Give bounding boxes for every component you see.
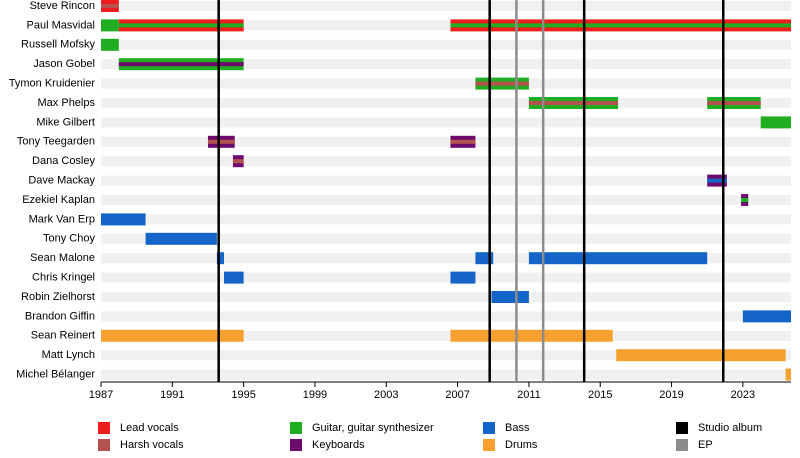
x-tick-label: 1995 bbox=[231, 389, 255, 401]
member-bar-stripe bbox=[118, 23, 244, 28]
member-bar bbox=[101, 38, 119, 51]
x-tick-label: 1991 bbox=[160, 389, 184, 401]
x-tick-label: 1987 bbox=[89, 389, 113, 401]
x-tick-label: 2003 bbox=[374, 389, 398, 401]
member-bar bbox=[145, 232, 217, 245]
x-tick-label: 2015 bbox=[588, 389, 612, 401]
member-bar bbox=[101, 213, 146, 226]
legend-label: Drums bbox=[505, 439, 538, 451]
member-label: Jason Gobel bbox=[33, 58, 95, 70]
member-bar-stripe bbox=[707, 178, 727, 183]
x-tick-label: 2011 bbox=[517, 389, 541, 401]
member-bar bbox=[528, 252, 708, 265]
member-bar bbox=[450, 329, 613, 342]
row-band bbox=[101, 136, 791, 147]
row-band bbox=[101, 117, 791, 128]
member-label: Matt Lynch bbox=[42, 349, 95, 361]
row-band bbox=[101, 39, 791, 50]
legend-swatch bbox=[98, 422, 110, 434]
legend-label: Bass bbox=[505, 422, 530, 434]
legend-label: Guitar, guitar synthesizer bbox=[312, 422, 434, 434]
row-band bbox=[101, 272, 791, 283]
member-bar bbox=[216, 252, 225, 265]
member-bar-stripe bbox=[232, 159, 244, 164]
member-bar bbox=[450, 271, 476, 284]
row-band bbox=[101, 59, 791, 70]
legend-swatch bbox=[290, 439, 302, 451]
member-bar-stripe bbox=[450, 23, 791, 28]
legend-label: Lead vocals bbox=[120, 422, 179, 434]
member-bar-stripe bbox=[475, 81, 529, 86]
member-label: Russell Mofsky bbox=[21, 39, 95, 51]
legend-swatch bbox=[483, 422, 495, 434]
member-label: Mark Van Erp bbox=[29, 213, 95, 225]
legend-label: Studio album bbox=[698, 422, 762, 434]
row-band bbox=[101, 78, 791, 89]
member-bar bbox=[742, 310, 791, 323]
member-bar-stripe bbox=[741, 198, 749, 202]
legend-swatch bbox=[290, 422, 302, 434]
member-bar-stripe bbox=[101, 4, 119, 8]
legend-swatch bbox=[676, 422, 688, 434]
row-band bbox=[101, 369, 791, 380]
row-band bbox=[101, 330, 791, 341]
member-bar bbox=[491, 291, 529, 303]
member-label: Dave Mackay bbox=[28, 175, 95, 187]
row-band bbox=[101, 98, 791, 108]
member-bar bbox=[785, 368, 791, 381]
member-label: Tymon Kruidenier bbox=[9, 78, 96, 90]
row-band bbox=[101, 195, 791, 205]
legend-label: Keyboards bbox=[312, 439, 365, 451]
row-band bbox=[101, 311, 791, 322]
member-label: Michel Bélanger bbox=[16, 369, 95, 381]
member-label: Tony Choy bbox=[43, 233, 95, 245]
member-label: Mike Gilbert bbox=[36, 116, 95, 128]
member-label: Steve Rincon bbox=[30, 0, 95, 12]
member-bar bbox=[101, 19, 119, 32]
row-band bbox=[101, 175, 791, 186]
x-tick-label: 2023 bbox=[731, 389, 755, 401]
x-tick-label: 2019 bbox=[659, 389, 683, 401]
member-label: Ezekiel Kaplan bbox=[22, 194, 95, 206]
row-band bbox=[101, 350, 791, 361]
x-tick-label: 2007 bbox=[445, 389, 469, 401]
member-bar-stripe bbox=[450, 139, 476, 144]
row-band bbox=[101, 233, 791, 244]
legend-label: EP bbox=[698, 439, 713, 451]
member-bar-stripe bbox=[707, 101, 761, 105]
member-bar-stripe bbox=[207, 139, 235, 144]
legend-swatch bbox=[676, 439, 688, 451]
member-label: Tony Teegarden bbox=[17, 136, 95, 148]
member-bar bbox=[224, 271, 244, 284]
row-band bbox=[101, 156, 791, 167]
legend-swatch bbox=[98, 439, 110, 451]
member-bar bbox=[760, 116, 791, 129]
member-label: Sean Reinert bbox=[31, 330, 95, 342]
member-bar-stripe bbox=[528, 101, 619, 105]
member-label: Dana Cosley bbox=[32, 155, 95, 167]
member-bar bbox=[616, 349, 786, 362]
member-bar bbox=[101, 329, 244, 342]
row-band bbox=[101, 20, 791, 31]
legend-swatch bbox=[483, 439, 495, 451]
member-label: Robin Zielhorst bbox=[21, 291, 95, 303]
row-band bbox=[101, 253, 791, 264]
row-band bbox=[101, 292, 791, 302]
x-tick-label: 1999 bbox=[303, 389, 327, 401]
member-bar-stripe bbox=[118, 62, 244, 67]
member-label: Brandon Giffin bbox=[25, 310, 95, 322]
member-label: Chris Kringel bbox=[32, 272, 95, 284]
row-band bbox=[101, 1, 791, 11]
legend-label: Harsh vocals bbox=[120, 439, 184, 451]
row-band bbox=[101, 214, 791, 225]
member-label: Paul Masvidal bbox=[27, 19, 95, 31]
member-label: Sean Malone bbox=[30, 252, 95, 264]
member-label: Max Phelps bbox=[38, 97, 96, 109]
